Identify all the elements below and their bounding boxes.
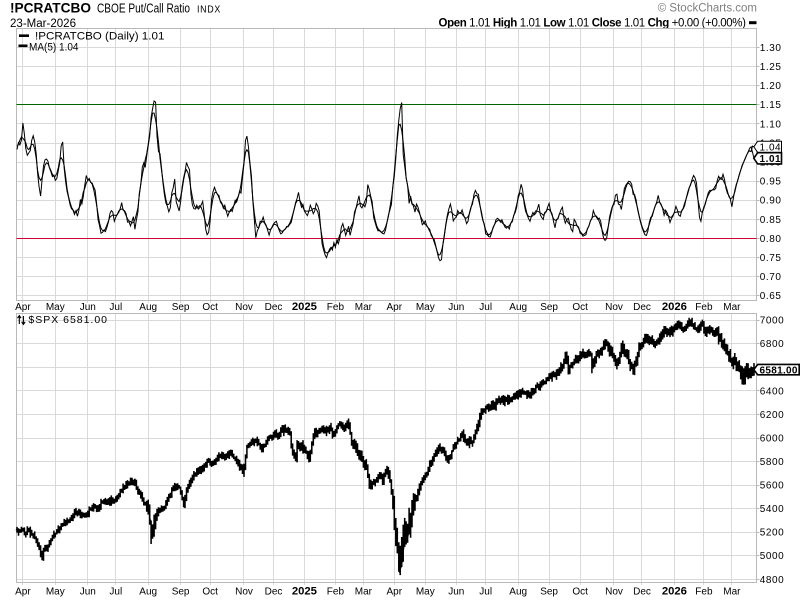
svg-text:Apr: Apr (387, 587, 403, 598)
svg-text:Sep: Sep (172, 587, 190, 598)
svg-text:May: May (46, 587, 65, 598)
svg-text:7000: 7000 (760, 316, 784, 327)
svg-text:INDX: INDX (197, 4, 221, 16)
svg-text:0.85: 0.85 (760, 215, 782, 226)
svg-text:!PCRATCBO: !PCRATCBO (10, 1, 91, 16)
svg-text:May: May (416, 587, 435, 598)
svg-text:!PCRATCBO (Daily) 1.01: !PCRATCBO (Daily) 1.01 (35, 30, 164, 42)
svg-text:Feb: Feb (327, 302, 345, 313)
svg-text:Sep: Sep (540, 302, 558, 313)
svg-text:6581.00: 6581.00 (760, 365, 798, 376)
svg-text:Oct: Oct (202, 302, 218, 313)
svg-text:Feb: Feb (327, 587, 345, 598)
svg-text:Oct: Oct (202, 587, 218, 598)
svg-text:4800: 4800 (760, 575, 784, 586)
svg-text:0.65: 0.65 (760, 291, 782, 302)
svg-text:Dec: Dec (633, 587, 651, 598)
svg-text:MA(5) 1.04: MA(5) 1.04 (29, 42, 79, 54)
svg-text:5800: 5800 (760, 457, 784, 468)
svg-text:23-Mar-2026: 23-Mar-2026 (10, 18, 76, 30)
svg-text:Mar: Mar (355, 302, 373, 313)
svg-text:Feb: Feb (695, 302, 713, 313)
svg-text:Jun: Jun (448, 302, 464, 313)
svg-text:0.95: 0.95 (760, 177, 782, 188)
svg-text:6400: 6400 (760, 386, 784, 397)
svg-text:5200: 5200 (760, 528, 784, 539)
svg-text:Sep: Sep (540, 587, 558, 598)
svg-text:2025: 2025 (292, 301, 317, 313)
svg-text:Oct: Oct (572, 587, 588, 598)
svg-text:0.75: 0.75 (760, 253, 782, 264)
svg-text:Nov: Nov (235, 587, 253, 598)
svg-text:Feb: Feb (695, 587, 713, 598)
svg-text:5400: 5400 (760, 504, 784, 515)
svg-text:May: May (416, 302, 435, 313)
svg-text:Nov: Nov (605, 587, 623, 598)
svg-text:Jul: Jul (109, 587, 122, 598)
svg-text:1.04: 1.04 (760, 143, 782, 154)
svg-text:5000: 5000 (760, 551, 784, 562)
svg-text:© StockCharts.com: © StockCharts.com (658, 3, 757, 15)
svg-text:6200: 6200 (760, 410, 784, 421)
svg-text:2026: 2026 (662, 301, 687, 313)
svg-text:5600: 5600 (760, 481, 784, 492)
svg-text:Jul: Jul (479, 302, 492, 313)
svg-text:0.70: 0.70 (760, 272, 782, 283)
svg-text:$SPX 6581.00: $SPX 6581.00 (28, 314, 107, 326)
svg-text:Jul: Jul (109, 302, 122, 313)
svg-text:Aug: Aug (139, 587, 157, 598)
svg-text:Jun: Jun (80, 302, 96, 313)
svg-text:Sep: Sep (172, 302, 190, 313)
svg-text:2026: 2026 (662, 586, 687, 598)
svg-text:0.80: 0.80 (760, 234, 782, 245)
svg-text:Mar: Mar (723, 587, 741, 598)
svg-text:CBOE Put/Call Ratio: CBOE Put/Call Ratio (97, 2, 190, 16)
svg-text:1.30: 1.30 (760, 43, 782, 54)
svg-text:Jun: Jun (80, 587, 96, 598)
svg-text:Apr: Apr (15, 587, 31, 598)
svg-text:1.15: 1.15 (760, 100, 782, 111)
svg-text:Apr: Apr (387, 302, 403, 313)
svg-text:May: May (46, 302, 65, 313)
svg-text:1.20: 1.20 (760, 81, 782, 92)
svg-text:Dec: Dec (633, 302, 651, 313)
svg-text:Jul: Jul (479, 587, 492, 598)
svg-text:Aug: Aug (509, 587, 527, 598)
svg-text:Nov: Nov (235, 302, 253, 313)
svg-text:1.10: 1.10 (760, 119, 782, 130)
svg-text:2025: 2025 (292, 586, 317, 598)
svg-text:0.90: 0.90 (760, 196, 782, 207)
svg-text:Dec: Dec (265, 302, 283, 313)
svg-text:Mar: Mar (723, 302, 741, 313)
svg-text:Apr: Apr (15, 302, 31, 313)
svg-text:Aug: Aug (509, 302, 527, 313)
svg-text:Dec: Dec (265, 587, 283, 598)
svg-text:1.25: 1.25 (760, 62, 782, 73)
svg-text:Open 1.01 High 1.01 Low 1.01 C: Open 1.01 High 1.01 Low 1.01 Close 1.01 … (439, 18, 747, 30)
svg-text:6800: 6800 (760, 339, 784, 350)
svg-text:Oct: Oct (572, 302, 588, 313)
svg-text:6000: 6000 (760, 433, 784, 444)
svg-text:1.01: 1.01 (760, 154, 782, 165)
svg-text:Aug: Aug (139, 302, 157, 313)
svg-text:Jun: Jun (448, 587, 464, 598)
svg-text:Nov: Nov (605, 302, 623, 313)
svg-text:Mar: Mar (355, 587, 373, 598)
